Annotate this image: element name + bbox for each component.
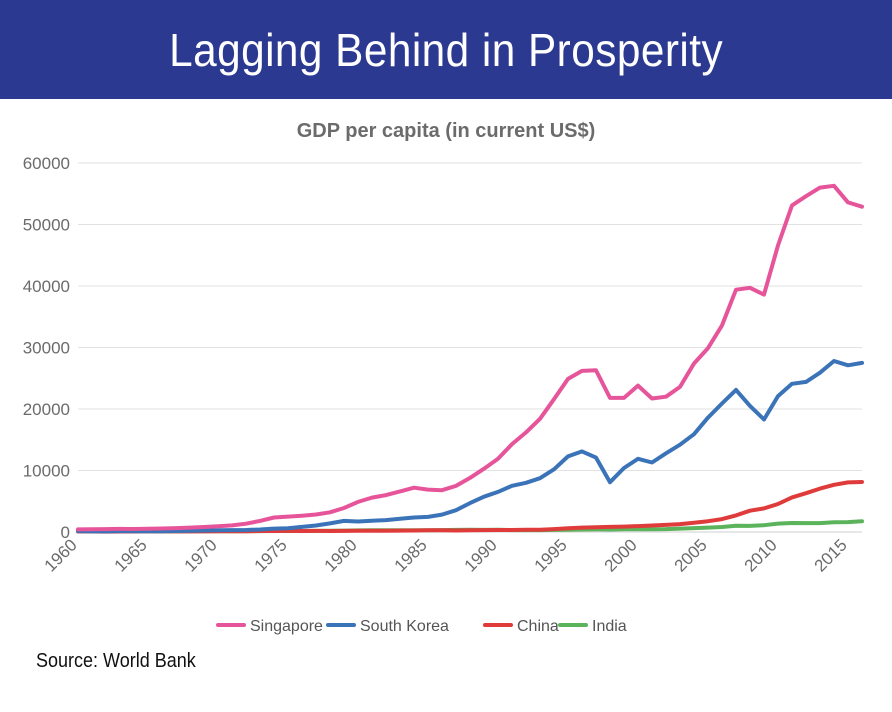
y-axis: 0 10000 20000 30000 40000 50000 60000 — [23, 154, 70, 542]
x-tick-label: 1990 — [461, 535, 501, 575]
x-tick-label: 2005 — [671, 535, 711, 575]
gdp-chart: GDP per capita (in current US$) 0 10000 20… — [23, 120, 864, 635]
legend-label-south-korea: South Korea — [360, 618, 449, 635]
series-lines — [76, 183, 864, 534]
y-tick-label: 50000 — [23, 216, 70, 235]
y-tick-label: 0 — [61, 523, 70, 542]
legend-label-india: India — [592, 618, 627, 635]
x-tick-label: 2010 — [741, 535, 781, 575]
header-banner: Lagging Behind in Prosperity — [0, 0, 892, 99]
x-tick-label: 2015 — [811, 535, 851, 575]
legend: Singapore South Korea China India — [216, 618, 627, 635]
y-tick-label: 10000 — [23, 462, 70, 481]
gridlines — [78, 162, 862, 533]
legend-label-china: China — [517, 618, 559, 635]
x-axis: 1960 1965 1970 1975 1980 1985 1990 1995 2000 2005… — [41, 535, 851, 575]
legend-label-singapore: Singapore — [250, 618, 323, 635]
x-tick-label: 1960 — [41, 535, 81, 575]
x-tick-label: 1980 — [321, 535, 361, 575]
chart-title: GDP per capita (in current US$) — [297, 120, 596, 142]
y-tick-label: 40000 — [23, 277, 70, 296]
x-tick-label: 1975 — [251, 535, 291, 575]
x-tick-label: 2000 — [601, 535, 641, 575]
y-tick-label: 30000 — [23, 339, 70, 358]
page-title: Lagging Behind in Prosperity — [168, 23, 723, 76]
x-tick-label: 1965 — [111, 535, 151, 575]
x-tick-label: 1985 — [391, 535, 431, 575]
source-note: Source: World Bank — [36, 650, 196, 672]
y-tick-label: 20000 — [23, 400, 70, 419]
x-tick-label: 1995 — [531, 535, 571, 575]
series-line-south-korea — [76, 359, 864, 534]
x-tick-label: 1970 — [181, 535, 221, 575]
y-tick-label: 60000 — [23, 154, 70, 173]
series-line-singapore — [76, 183, 864, 532]
